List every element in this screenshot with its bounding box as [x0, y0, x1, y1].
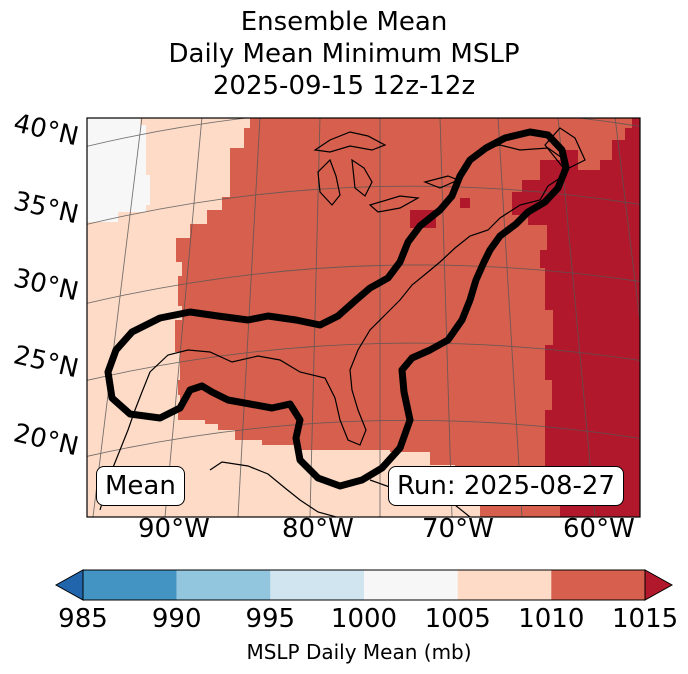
lon-label-60w: 60°W [563, 514, 635, 544]
lon-label-80w: 80°W [282, 514, 354, 544]
colorbar-seg-990-995 [176, 570, 271, 600]
colorbar-seg-985-990 [83, 570, 177, 600]
field-over-1015-patch2 [460, 198, 470, 208]
lon-label-70w: 70°W [422, 514, 494, 544]
map-area [87, 118, 640, 517]
run-date-box: Run: 2025-08-27 [388, 466, 624, 506]
colorbar-tick-995: 995 [245, 604, 296, 634]
field-over-1015 [512, 118, 640, 517]
mean-box: Mean [96, 466, 185, 506]
colorbar-tick-985: 985 [58, 604, 108, 634]
graticule [87, 118, 640, 517]
title-line-3: 2025-09-15 12z-12z [212, 71, 476, 101]
colorbar-frame [82, 569, 646, 601]
field-1000-1005 [87, 118, 150, 222]
colorbar-over-arrow [644, 569, 674, 601]
contour-outline [104, 128, 570, 490]
colorbar-label: MSLP Daily Mean (mb) [246, 640, 472, 664]
colorbar-under-arrow [54, 569, 84, 601]
colorbar-seg-1000-1005 [364, 570, 458, 600]
colorbar-seg-995-1000 [270, 570, 364, 600]
colorbar-seg-1010-1015 [551, 570, 645, 600]
colorbar-tick-1015: 1015 [612, 604, 679, 634]
map-frame [86, 117, 641, 518]
colorbar-tick-990: 990 [151, 604, 202, 634]
colorbar-seg-1005-1010 [457, 570, 552, 600]
lon-label-90w: 90°W [138, 514, 210, 544]
colorbar-tick-1005: 1005 [424, 604, 491, 634]
colorbar-tick-1010: 1010 [518, 604, 585, 634]
title-line-2: Daily Mean Minimum MSLP [168, 39, 520, 69]
colorbar [54, 569, 674, 601]
colorbar-tick-1000: 1000 [330, 604, 398, 634]
title-line-1: Ensemble Mean [240, 7, 448, 37]
